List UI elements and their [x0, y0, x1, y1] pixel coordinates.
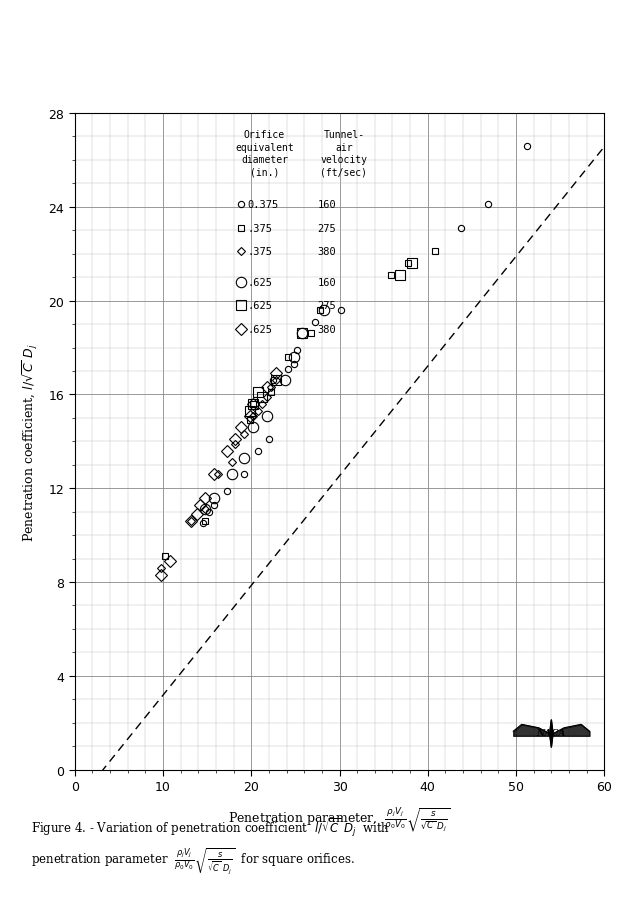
Text: 275: 275 — [318, 301, 336, 311]
Text: .625: .625 — [248, 324, 273, 334]
Text: Orifice
equivalent
diameter
(in.): Orifice equivalent diameter (in.) — [235, 130, 294, 178]
Text: .375: .375 — [248, 224, 273, 233]
Text: 160: 160 — [318, 200, 336, 210]
Text: Tunnel-
air
velocity
(ft/sec): Tunnel- air velocity (ft/sec) — [320, 130, 368, 178]
Text: 380: 380 — [318, 324, 336, 334]
X-axis label: Penetration parameter,  $\frac{\rho_j V_j}{\rho_0 V_0}\sqrt{\frac{s}{\sqrt{C}\ D: Penetration parameter, $\frac{\rho_j V_j… — [228, 804, 451, 833]
Text: .625: .625 — [248, 278, 273, 288]
Text: 0.375: 0.375 — [248, 200, 279, 210]
Text: .625: .625 — [248, 301, 273, 311]
Text: 275: 275 — [318, 224, 336, 233]
Y-axis label: Penetration coefficient, $l/\sqrt{C}\ D_j$: Penetration coefficient, $l/\sqrt{C}\ D_… — [21, 343, 40, 541]
Text: Figure 4. - Variation of penetration coefficient  $l/\sqrt{C}\ D_j$  with: Figure 4. - Variation of penetration coe… — [31, 815, 390, 838]
Text: 160: 160 — [318, 278, 336, 288]
Text: 380: 380 — [318, 247, 336, 257]
Text: penetration parameter  $\frac{\rho_j V_j}{\rho_0 V_0}\sqrt{\frac{s}{\sqrt{C}\ D_: penetration parameter $\frac{\rho_j V_j}… — [31, 845, 355, 875]
Text: .375: .375 — [248, 247, 273, 257]
